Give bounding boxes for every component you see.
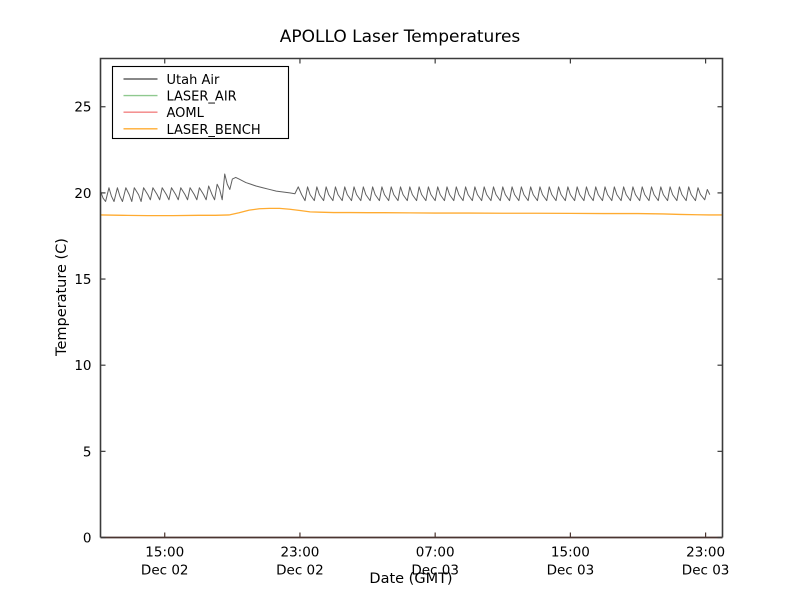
x-tick-label-time: 15:00 <box>551 545 590 561</box>
x-tick-label-time: 23:00 <box>280 545 319 561</box>
y-tick-label: 15 <box>74 272 91 288</box>
y-tick-label: 20 <box>74 186 91 202</box>
y-tick-label: 0 <box>83 531 92 547</box>
legend-label-laser-air: LASER_AIR <box>167 90 237 105</box>
x-tick-label-date: Dec 02 <box>141 563 189 579</box>
x-tick-label-date: Dec 02 <box>276 563 324 579</box>
series-line-laser-bench <box>100 207 723 217</box>
x-tick-label-date: Dec 03 <box>547 563 595 579</box>
chart-title: APOLLO Laser Temperatures <box>279 27 521 47</box>
y-tick-label: 5 <box>83 444 92 460</box>
x-tick-label-time: 23:00 <box>686 545 725 561</box>
y-tick-label: 10 <box>74 358 91 374</box>
legend-label-utah-air: Utah Air <box>167 73 220 88</box>
x-tick-label-time: 07:00 <box>416 545 455 561</box>
x-axis-label: Date (GMT) <box>369 571 452 587</box>
axes-group: 0 5 10 15 20 25 15:00 Dec 02 23:00 Dec 02 07:00 Dec… <box>74 57 730 579</box>
series-group <box>100 173 723 217</box>
y-axis-label: Temperature (C) <box>54 238 70 357</box>
x-tick-label-time: 15:00 <box>145 545 184 561</box>
y-tick-label: 25 <box>74 100 91 116</box>
x-tick-label-date: Dec 03 <box>411 563 459 579</box>
x-tick-label-date: Dec 03 <box>682 563 730 579</box>
legend-label-laser-bench: LASER_BENCH <box>167 123 261 138</box>
legend-label-aoml: AOML <box>167 106 205 121</box>
plot-frame <box>99 57 724 538</box>
series-line-utah-air <box>100 173 711 203</box>
